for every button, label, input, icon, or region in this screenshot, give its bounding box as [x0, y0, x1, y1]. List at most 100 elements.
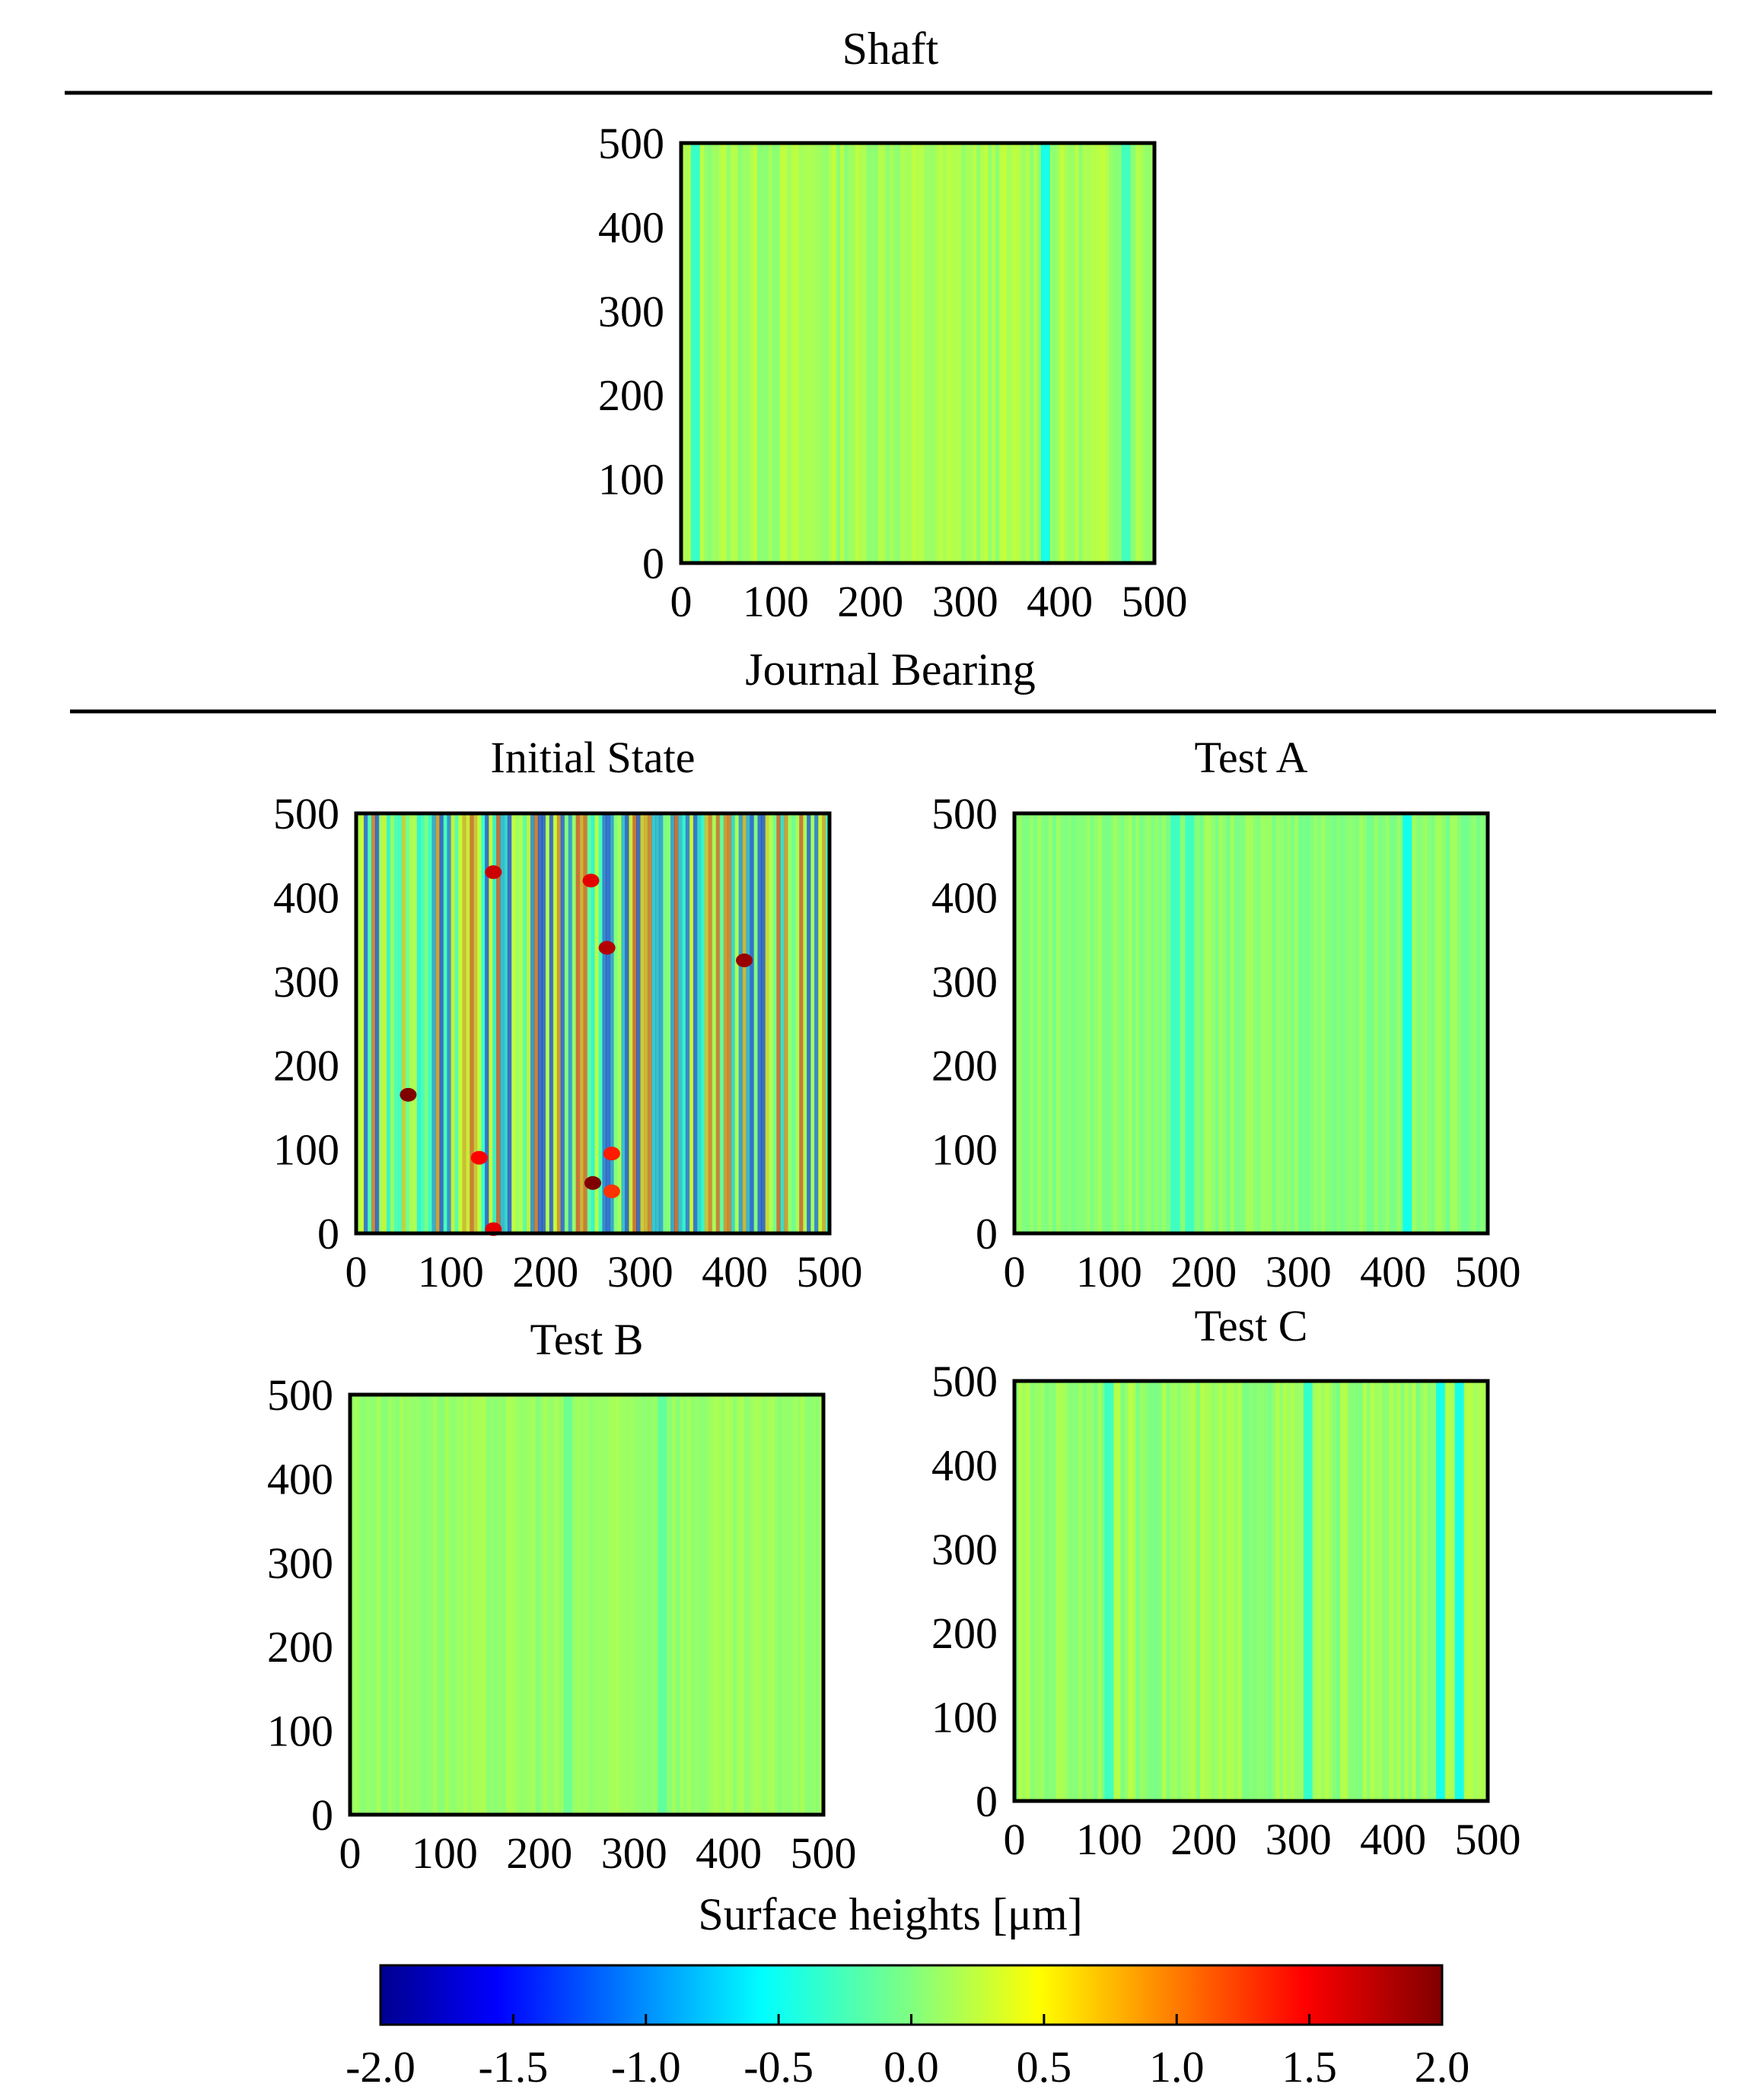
heatmap-column [636, 813, 641, 1233]
heatmap-column [732, 1395, 737, 1815]
heatmap-column [405, 813, 410, 1233]
heatmap-column [401, 813, 406, 1233]
panel-title: Initial State [491, 733, 696, 782]
heatmap-column [980, 143, 985, 563]
heatmap-column [961, 143, 966, 563]
heatmap-column [1017, 143, 1023, 563]
heatmap-column [356, 813, 361, 1233]
x-tick-label: 100 [1076, 1815, 1142, 1864]
heatmap-column [670, 813, 675, 1233]
heatmap-column [1321, 1381, 1326, 1801]
x-tick-label: 0 [339, 1828, 361, 1878]
heatmap-column [1006, 143, 1011, 563]
heatmap-column [1014, 143, 1019, 563]
heatmap-column [598, 813, 603, 1233]
heatmap-column [629, 813, 633, 1233]
heatmap-column [1412, 813, 1417, 1233]
heatmap-column [1067, 1381, 1072, 1801]
heatmap-column [1063, 143, 1068, 563]
heatmap-column [900, 143, 906, 563]
heatmap-column [761, 813, 766, 1233]
test-b-heatmap-panel: Test B 0 100 200 300 400 500 0 100 200 300 400 500 [267, 1315, 857, 1878]
heatmap-column [1109, 813, 1113, 1233]
colorbar-tick-label: -2.0 [345, 2042, 416, 2092]
heatmap-column [855, 143, 860, 563]
x-tick-label: 300 [932, 577, 998, 626]
colorbar-ticks: -2.0 -1.5 -1.0 -0.5 0.0 0.5 1.0 1.5 2.0 [345, 2014, 1469, 2092]
heatmap-column [885, 143, 890, 563]
heatmap-column [1176, 1381, 1182, 1801]
heatmap-column [526, 813, 531, 1233]
heatmap-column [500, 813, 505, 1233]
heatmap-column [908, 143, 913, 563]
x-tick-label: 400 [1360, 1815, 1426, 1864]
heatmap-column [946, 143, 950, 563]
heatmap-column [1355, 1381, 1360, 1801]
heatmap-column [630, 1395, 635, 1815]
heatmap-column [372, 1395, 377, 1815]
heatmap-column [730, 143, 735, 563]
heatmap-column [734, 813, 740, 1233]
heatmap-column [1336, 813, 1341, 1233]
heatmap-column [1339, 813, 1345, 1233]
heatmap-column [810, 813, 815, 1233]
heatmap-hot-spot [470, 1150, 488, 1165]
heatmap-column [1075, 813, 1080, 1233]
heatmap-column [728, 1395, 734, 1815]
heatmap-column [1291, 813, 1295, 1233]
heatmap-column [1427, 813, 1431, 1233]
heatmap-column [520, 1395, 525, 1815]
heatmap-column [422, 1395, 427, 1815]
heatmap-column [753, 813, 759, 1233]
heatmap-column [681, 813, 686, 1233]
heatmap-column [1332, 1381, 1337, 1801]
heatmap-column [512, 1395, 517, 1815]
heatmap-column [866, 143, 871, 563]
heatmap-column [603, 1395, 608, 1815]
heatmap-column [759, 1395, 763, 1815]
heatmap-column [1423, 1381, 1428, 1801]
heatmap-column [816, 1395, 820, 1815]
heatmap-column [1132, 143, 1136, 563]
heatmap-column [418, 1395, 423, 1815]
heatmap-column [1078, 813, 1084, 1233]
heatmap-column [433, 1395, 438, 1815]
heatmap-column [651, 813, 656, 1233]
heatmap-column [441, 1395, 445, 1815]
heatmap-column [851, 143, 856, 563]
heatmap-column [435, 813, 441, 1233]
y-tick-label: 500 [931, 789, 998, 838]
heatmap-column [558, 1395, 563, 1815]
heatmap-column [516, 1395, 521, 1815]
heatmap-column [1059, 813, 1065, 1233]
heatmap-column [1343, 813, 1348, 1233]
heatmap-column [533, 813, 539, 1233]
heatmap-column [1230, 1381, 1235, 1801]
heatmap-column [473, 813, 478, 1233]
heatmap-column [492, 813, 497, 1233]
heatmap-column [485, 813, 489, 1233]
heatmap-column [518, 813, 524, 1233]
heatmap-column [675, 1395, 680, 1815]
heatmap-column [1203, 813, 1208, 1233]
heatmap-column [1480, 813, 1485, 1233]
heatmap-column [1055, 813, 1061, 1233]
heatmap-column [1427, 1381, 1431, 1801]
heatmap-column [1264, 813, 1269, 1233]
heatmap-column [1170, 1381, 1174, 1801]
heatmap-column [648, 813, 652, 1233]
heatmap-column [766, 1395, 771, 1815]
heatmap-column [1298, 1381, 1303, 1801]
heatmap-column [965, 143, 970, 563]
heatmap-column [743, 1395, 749, 1815]
heatmap-column [1339, 1381, 1345, 1801]
heatmap-column [877, 143, 883, 563]
heatmap-column [1473, 1381, 1477, 1801]
heatmap-column [1105, 143, 1110, 563]
heatmap-column [717, 1395, 722, 1815]
heatmap-column [596, 1395, 601, 1815]
colorbar-tick-label: 0.0 [884, 2042, 939, 2092]
y-tick-label: 100 [931, 1125, 998, 1175]
heatmap-column [1358, 813, 1364, 1233]
heatmap-column [577, 1395, 582, 1815]
